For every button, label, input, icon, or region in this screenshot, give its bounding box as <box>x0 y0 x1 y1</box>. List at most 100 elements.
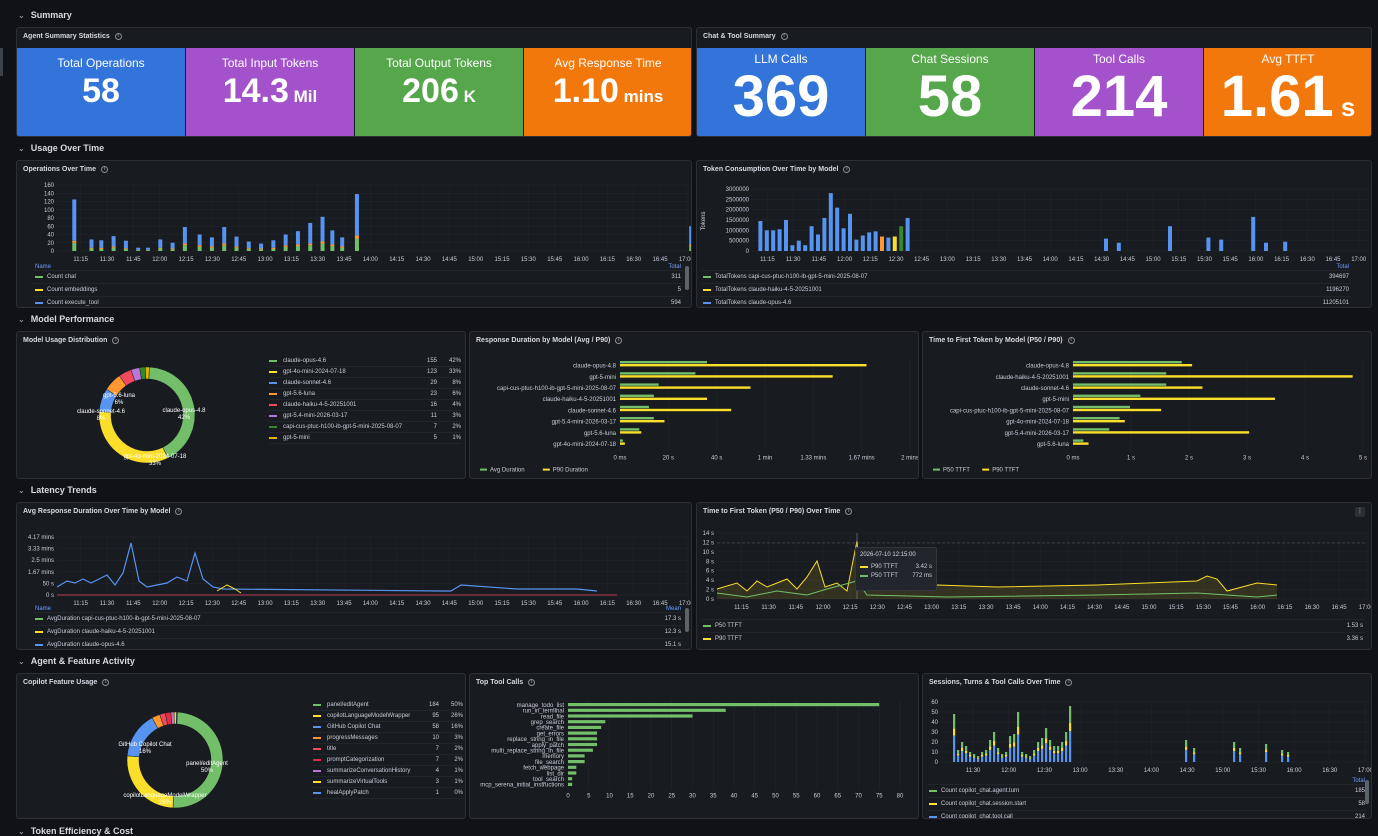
bar-segment <box>1281 754 1283 756</box>
legend-name: claude-opus-4.6 <box>283 358 415 364</box>
stat-label: Avg Response Time <box>554 56 661 70</box>
legend-row[interactable]: AvgDuration capi-cus-ptuc-h100-ib-gpt-5-… <box>33 612 683 625</box>
x-tick-label: 11:30 <box>786 257 801 263</box>
info-icon[interactable]: i <box>615 337 622 344</box>
bar-segment <box>89 239 93 247</box>
bar-segment <box>969 757 971 763</box>
info-icon[interactable]: i <box>101 166 108 173</box>
x-tick-label: 13:30 <box>978 605 994 611</box>
bar-segment <box>210 237 214 246</box>
bar-segment <box>1045 728 1047 738</box>
info-icon[interactable]: i <box>102 679 109 686</box>
legend-percent: 26% <box>439 713 463 719</box>
info-icon[interactable]: i <box>1065 679 1072 686</box>
info-icon[interactable]: i <box>528 679 535 686</box>
info-icon[interactable]: i <box>1068 337 1075 344</box>
x-tick-label: 11:15 <box>73 257 88 263</box>
bar-segment <box>985 750 987 754</box>
row-agent-activity[interactable]: ⌄Agent & Feature Activity <box>18 656 135 666</box>
bar-segment <box>321 217 325 242</box>
x-tick-label: 13:15 <box>951 605 967 611</box>
legend-swatch <box>929 803 937 805</box>
bar-segment <box>1025 758 1027 762</box>
legend-name: claude-haiku-4-5-20251001 <box>283 402 415 408</box>
bar-segment <box>355 194 359 235</box>
bar-segment <box>1061 751 1063 762</box>
legend-percent: 4% <box>437 402 461 408</box>
bar-segment <box>112 248 116 251</box>
info-icon[interactable]: i <box>115 33 122 40</box>
info-icon[interactable]: i <box>845 508 852 515</box>
bar <box>1073 364 1192 366</box>
y-tick-label: 500000 <box>729 239 750 245</box>
panel-menu-icon[interactable]: ⋮ <box>1355 507 1365 517</box>
row-model-performance[interactable]: ⌄Model Performance <box>18 314 114 324</box>
legend-name: gpt-5-mini <box>283 435 415 441</box>
row-latency[interactable]: ⌄Latency Trends <box>18 485 97 495</box>
legend-name: gpt-4o-mini-2024-07-18 <box>283 369 415 375</box>
legend-swatch <box>35 302 43 304</box>
bar <box>867 232 871 251</box>
row-summary[interactable]: ⌄Summary <box>18 10 72 20</box>
bar-segment <box>1021 752 1023 755</box>
legend-value: 15.1 s <box>665 642 681 648</box>
bar-segment <box>146 248 150 250</box>
bar <box>620 417 654 419</box>
scrollbar[interactable] <box>1365 780 1369 804</box>
scrollbar[interactable] <box>685 266 689 290</box>
legend-row[interactable]: TotalTokens capi-cus-ptuc-h100-ib-gpt-5-… <box>701 270 1351 283</box>
legend-swatch <box>703 638 711 640</box>
row-token-efficiency[interactable]: ⌄Token Efficiency & Cost <box>18 826 133 836</box>
x-tick-label: 11:15 <box>734 605 749 611</box>
x-tick-label: 11:15 <box>760 257 775 263</box>
bar-segment <box>355 239 359 251</box>
info-icon[interactable]: i <box>781 33 788 40</box>
category-label: mcp_serena_initial_instructions <box>480 783 564 789</box>
legend-swatch <box>313 748 321 750</box>
pie-legend-row[interactable]: capi-cus-ptuc-h100-ib-gpt-5-mini-2025-08… <box>269 422 461 433</box>
x-tick-label: 14:30 <box>1094 257 1110 263</box>
info-icon[interactable]: i <box>112 337 119 344</box>
bar-segment <box>1001 756 1003 757</box>
info-icon[interactable]: i <box>175 508 182 515</box>
bar <box>568 760 585 763</box>
row-usage[interactable]: ⌄Usage Over Time <box>18 143 104 153</box>
info-icon[interactable]: i <box>843 166 850 173</box>
legend-percent: 3% <box>439 735 463 741</box>
stat-value: 206 <box>402 72 459 110</box>
scrollbar[interactable] <box>685 608 689 632</box>
legend-name: progressMessages <box>327 735 417 741</box>
stat-value: 1.10 <box>553 72 619 110</box>
row-model-title: Model Performance <box>31 314 115 324</box>
bar <box>886 238 890 251</box>
